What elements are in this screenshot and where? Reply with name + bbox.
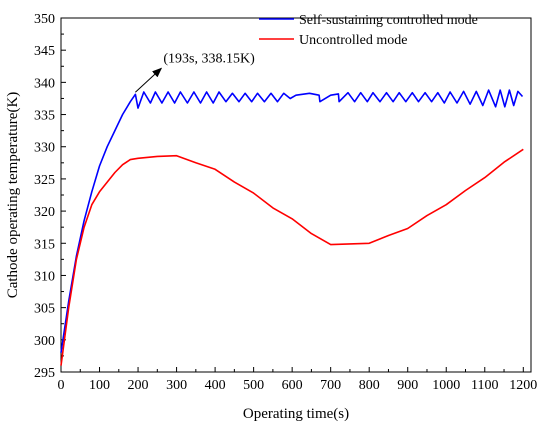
x-tick-label: 400 — [205, 378, 226, 393]
y-tick-label: 350 — [34, 12, 55, 27]
y-tick-label: 310 — [34, 269, 55, 284]
x-tick-label: 1100 — [471, 378, 498, 393]
annotation-label: (193s, 338.15K) — [163, 51, 255, 66]
y-axis-title: Cathode operating temperature(K) — [5, 92, 21, 299]
x-tick-label: 700 — [320, 378, 341, 393]
y-axis-ticks: 295 300 305 310 315 320 325 330 335 340 345 350 — [34, 12, 66, 381]
y-tick-label: 305 — [34, 302, 55, 317]
series-line-uncontrolled — [60, 148, 524, 366]
annotation-layer: (193s, 338.15K) — [135, 51, 255, 93]
y-tick-label: 315 — [34, 237, 55, 252]
x-tick-label: 900 — [397, 378, 418, 393]
x-tick-label: 1000 — [432, 378, 460, 393]
legend-entry-label: Uncontrolled mode — [299, 33, 407, 48]
x-tick-label: 1200 — [509, 378, 537, 393]
x-tick-label: 200 — [128, 378, 149, 393]
y-tick-label: 320 — [34, 205, 55, 220]
y-tick-label: 300 — [34, 334, 55, 349]
legend-entry-label: Self-sustaining controlled mode — [299, 13, 478, 28]
y-tick-label: 340 — [34, 76, 55, 91]
y-tick-label: 345 — [34, 44, 55, 59]
x-tick-label: 100 — [89, 378, 110, 393]
x-tick-label: 800 — [359, 378, 380, 393]
x-tick-label: 300 — [166, 378, 187, 393]
x-tick-label: 600 — [282, 378, 303, 393]
series-line-self-sustaining-controlled — [60, 89, 524, 353]
x-axis-ticks: 0 100 200 300 400 500 600 700 800 900 1000 1100 1200 — [58, 367, 537, 393]
x-axis-title: Operating time(s) — [243, 406, 349, 422]
y-tick-label: 335 — [34, 109, 55, 124]
y-tick-label: 330 — [34, 141, 55, 156]
legend: Self-sustaining controlled mode Uncontrol… — [259, 13, 478, 48]
y-tick-label: 325 — [34, 173, 55, 188]
y-tick-label: 295 — [34, 366, 55, 381]
series-layer — [60, 89, 524, 366]
x-tick-label: 0 — [58, 378, 65, 393]
x-tick-label: 500 — [243, 378, 264, 393]
annotation-arrow — [135, 67, 163, 93]
